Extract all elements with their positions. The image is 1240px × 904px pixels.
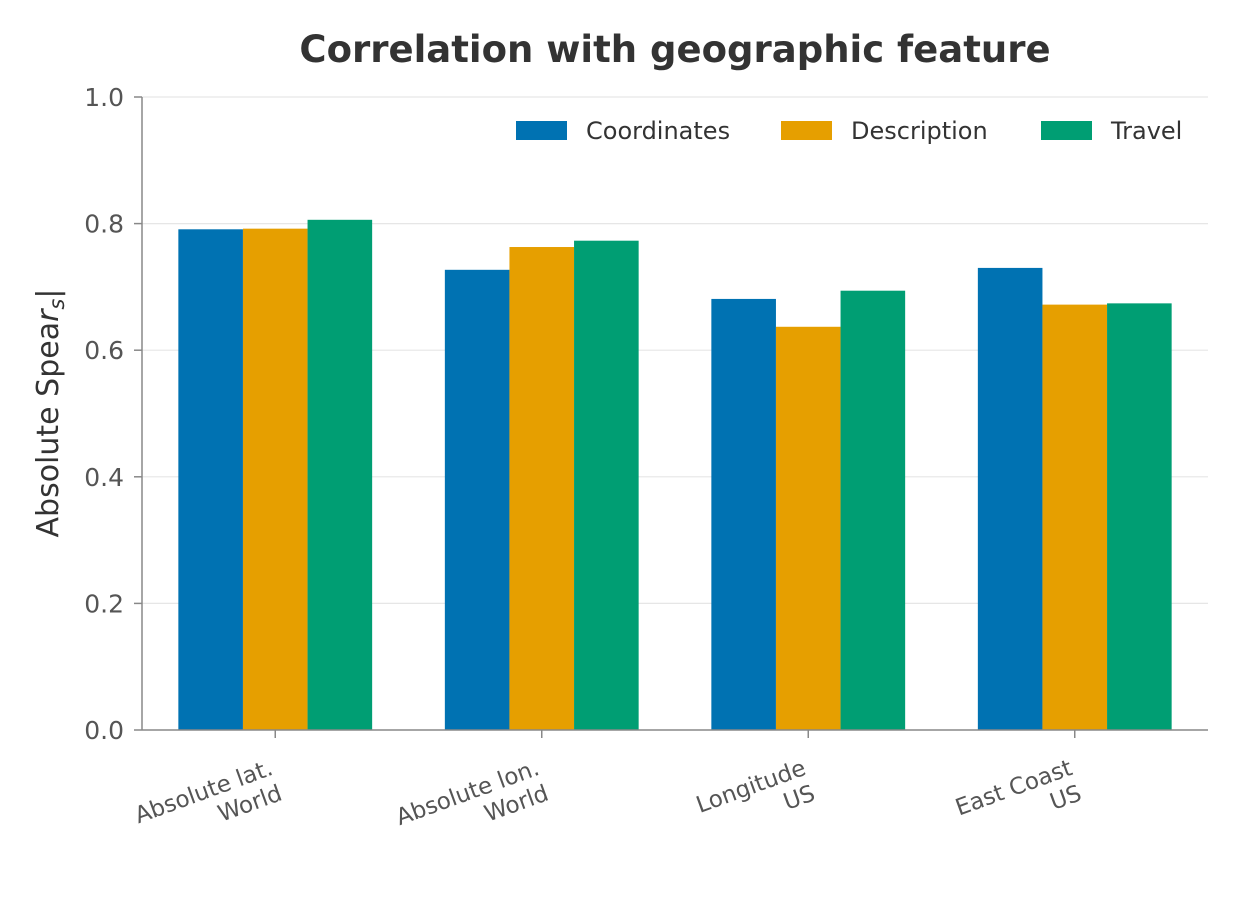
chart-title: Correlation with geographic feature [299,28,1050,71]
legend-label-coordinates: Coordinates [586,117,730,145]
y-tick-label: 0.2 [84,589,124,618]
bar-travel-2 [574,240,639,731]
legend-label-travel: Travel [1110,117,1182,145]
y-tick-label: 1.0 [84,83,124,112]
legend-swatch-travel [1041,121,1092,140]
y-tick-label: 0.4 [84,463,124,492]
bar-coordinates-4 [977,267,1043,730]
bar-description-2 [509,247,575,730]
legend: Coordinates Description Travel [516,117,1182,145]
bars [178,219,1172,731]
x-tick-label: Absolute lat.World [131,755,285,829]
bar-coordinates-1 [178,229,243,730]
bar-description-3 [775,326,841,730]
y-axis-label: Absolute Spears| [31,289,69,538]
bar-description-4 [1042,304,1108,730]
bar-coordinates-3 [711,298,776,730]
legend-swatch-coordinates [516,121,567,140]
bar-travel-3 [840,290,906,730]
y-tick-label: 0.6 [84,336,124,365]
y-tick-label: 0.8 [84,210,124,239]
bar-travel-4 [1107,303,1172,730]
x-tick-label: Absolute lon.World [393,755,552,831]
legend-label-description: Description [851,117,988,145]
bar-description-1 [242,228,308,730]
bar-travel-1 [307,219,373,730]
bar-coordinates-2 [444,269,510,730]
legend-swatch-description [781,121,832,140]
y-tick-label: 0.0 [84,716,124,745]
